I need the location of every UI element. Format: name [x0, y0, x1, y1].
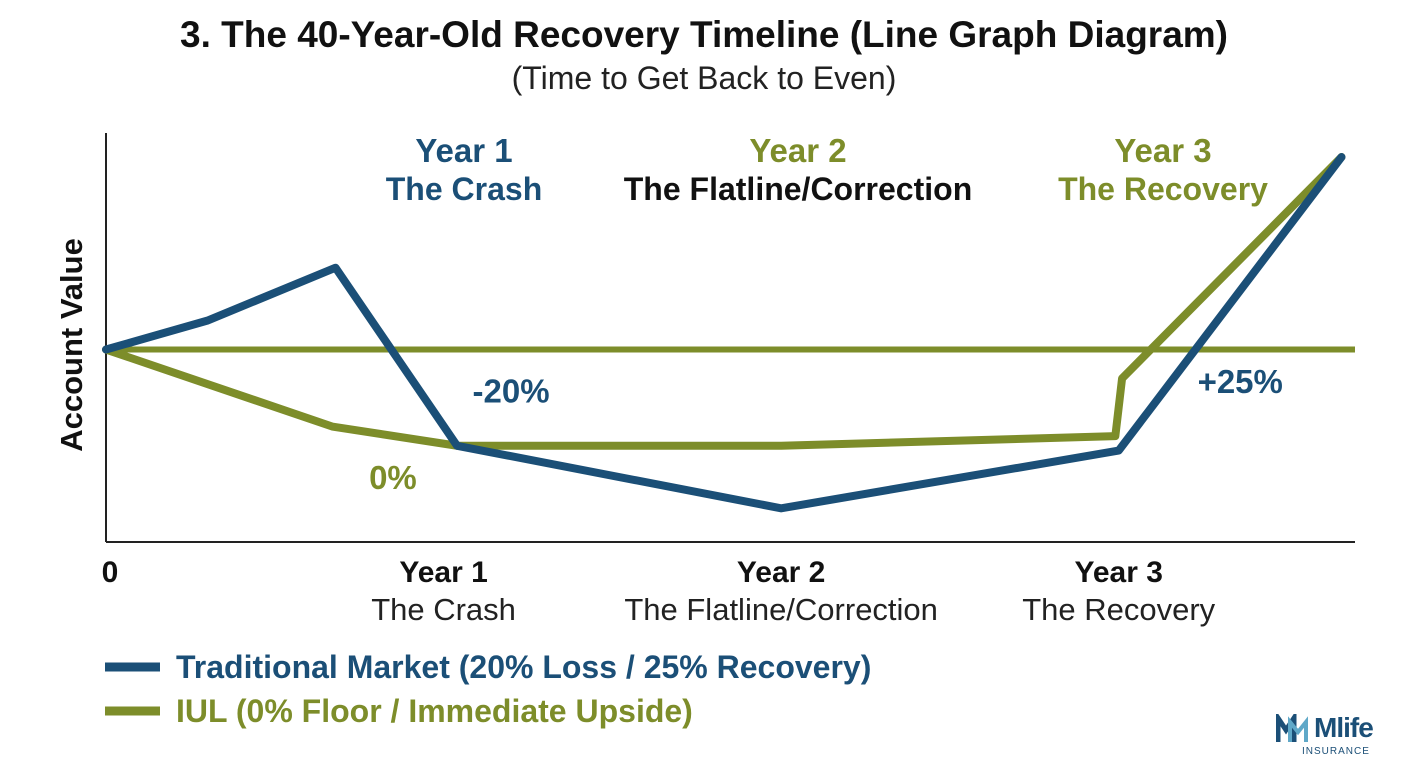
x-tick-sublabel-year-3: The Recovery: [1022, 592, 1215, 627]
series-line-traditional-market: [102, 153, 1346, 513]
legend-label-1: IUL (0% Floor / Immediate Upside): [176, 693, 693, 729]
mlife-mark-icon: [1276, 714, 1308, 742]
chart-subtitle: (Time to Get Back to Even): [511, 60, 897, 96]
x-tick-label-year-3: Year 3: [1074, 556, 1162, 589]
logo-subtext: INSURANCE: [1302, 746, 1370, 757]
phase-header-year-3: Year 3: [1114, 132, 1211, 169]
x-tick-sublabel-year-1: The Crash: [371, 592, 516, 627]
series-line-iul: [102, 153, 1346, 450]
y-axis-label: Account Value: [54, 238, 89, 452]
annotation-label-0: -20%: [473, 372, 550, 409]
mlife-logo: Mlife INSURANCE: [1276, 712, 1402, 762]
x-tick-sublabel-year-2: The Flatline/Correction: [624, 592, 938, 627]
phase-header-year-2: Year 2: [749, 132, 846, 169]
phase-header-name-2: The Flatline/Correction: [624, 171, 972, 207]
annotation-label-2: +25%: [1198, 363, 1283, 400]
x-tick-label-0: 0: [102, 556, 119, 589]
logo-wordmark: Mlife: [1314, 712, 1374, 743]
phase-header-name-3: The Recovery: [1058, 171, 1268, 207]
chart-title: 3. The 40-Year-Old Recovery Timeline (Li…: [180, 14, 1228, 55]
x-tick-label-year-1: Year 1: [399, 556, 487, 589]
phase-header-year-1: Year 1: [415, 132, 512, 169]
phase-header-name-1: The Crash: [386, 171, 542, 207]
annotation-label-1: 0%: [369, 459, 417, 496]
x-tick-label-year-2: Year 2: [737, 556, 825, 589]
legend-label-0: Traditional Market (20% Loss / 25% Recov…: [176, 649, 871, 685]
